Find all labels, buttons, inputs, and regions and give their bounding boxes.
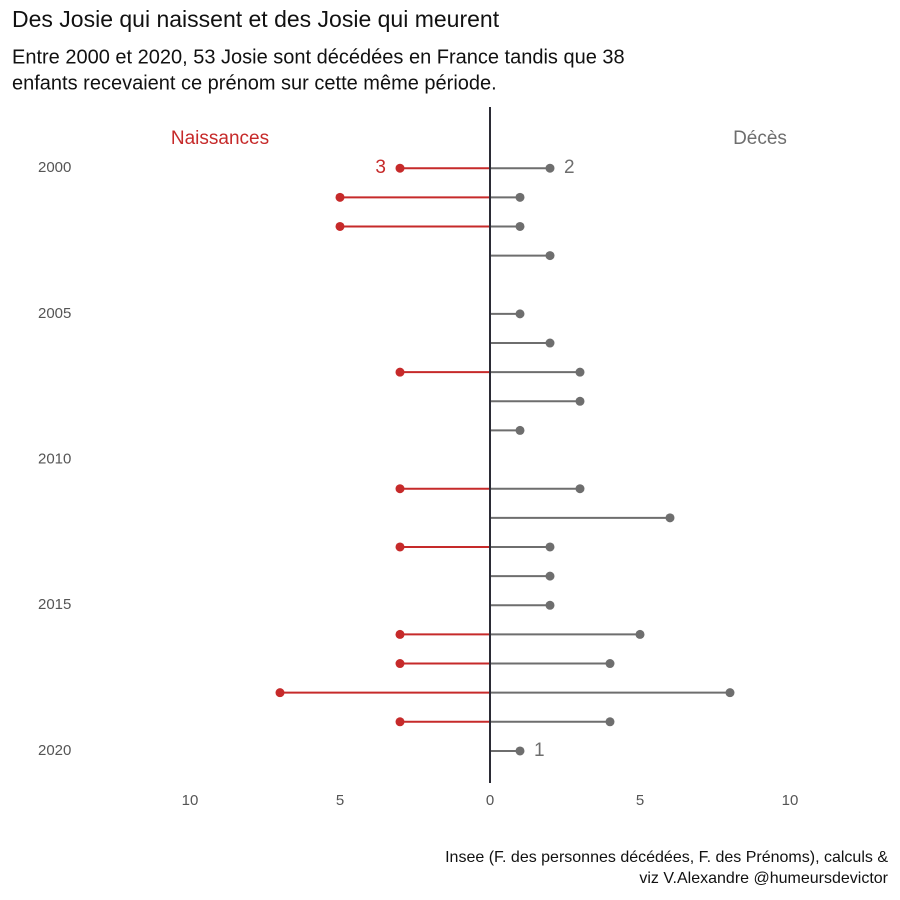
x-tick-label: 5 xyxy=(636,792,644,809)
y-tick-label: 2000 xyxy=(38,159,71,176)
lollipop-dot xyxy=(395,717,405,727)
lollipop-dot xyxy=(515,309,525,319)
lollipop-dot xyxy=(335,192,345,202)
lollipop-dot xyxy=(545,163,555,173)
x-tick-label: 10 xyxy=(782,792,799,809)
lollipop-dot xyxy=(395,484,405,494)
legend-label: Naissances xyxy=(171,128,269,149)
caption: Insee (F. des personnes décédées, F. des… xyxy=(445,849,888,866)
lollipop-dot xyxy=(515,221,525,231)
caption: viz V.Alexandre @humeursdevictor xyxy=(639,870,888,887)
lollipop-dot xyxy=(725,688,735,698)
lollipop-dot xyxy=(635,629,645,639)
x-tick-label: 5 xyxy=(336,792,344,809)
chart-subtitle: enfants recevaient ce prénom sur cette m… xyxy=(12,72,497,94)
lollipop-dot xyxy=(515,746,525,756)
lollipop-dot xyxy=(545,338,555,348)
y-tick-label: 2005 xyxy=(38,305,71,322)
x-tick-label: 0 xyxy=(486,792,494,809)
lollipop-dot xyxy=(545,542,555,552)
lollipop-dot xyxy=(515,425,525,435)
lollipop-dot xyxy=(665,513,675,523)
lollipop-dot xyxy=(395,367,405,377)
chart-title: Des Josie qui naissent et des Josie qui … xyxy=(12,6,500,32)
lollipop-dot xyxy=(545,600,555,610)
lollipop-dot xyxy=(605,659,615,669)
lollipop-dot xyxy=(275,688,285,698)
lollipop-dot xyxy=(395,629,405,639)
lollipop-dot xyxy=(575,396,585,406)
y-tick-label: 2010 xyxy=(38,451,71,468)
x-tick-label: 10 xyxy=(182,792,199,809)
data-label: 1 xyxy=(534,740,545,761)
lollipop-dot xyxy=(575,367,585,377)
legend-label: Décès xyxy=(733,128,787,149)
lollipop-dot xyxy=(545,571,555,581)
lollipop-dot xyxy=(395,163,405,173)
y-tick-label: 2020 xyxy=(38,742,71,759)
lollipop-dot xyxy=(335,221,345,231)
data-label: 3 xyxy=(375,157,386,178)
lollipop-dot xyxy=(515,192,525,202)
lollipop-dot xyxy=(545,251,555,261)
chart-subtitle: Entre 2000 et 2020, 53 Josie sont décédé… xyxy=(12,46,625,68)
data-label: 2 xyxy=(564,157,575,178)
lollipop-dot xyxy=(395,659,405,669)
y-tick-label: 2015 xyxy=(38,596,71,613)
lollipop-dot xyxy=(395,542,405,552)
lollipop-dot xyxy=(605,717,615,727)
lollipop-dot xyxy=(575,484,585,494)
